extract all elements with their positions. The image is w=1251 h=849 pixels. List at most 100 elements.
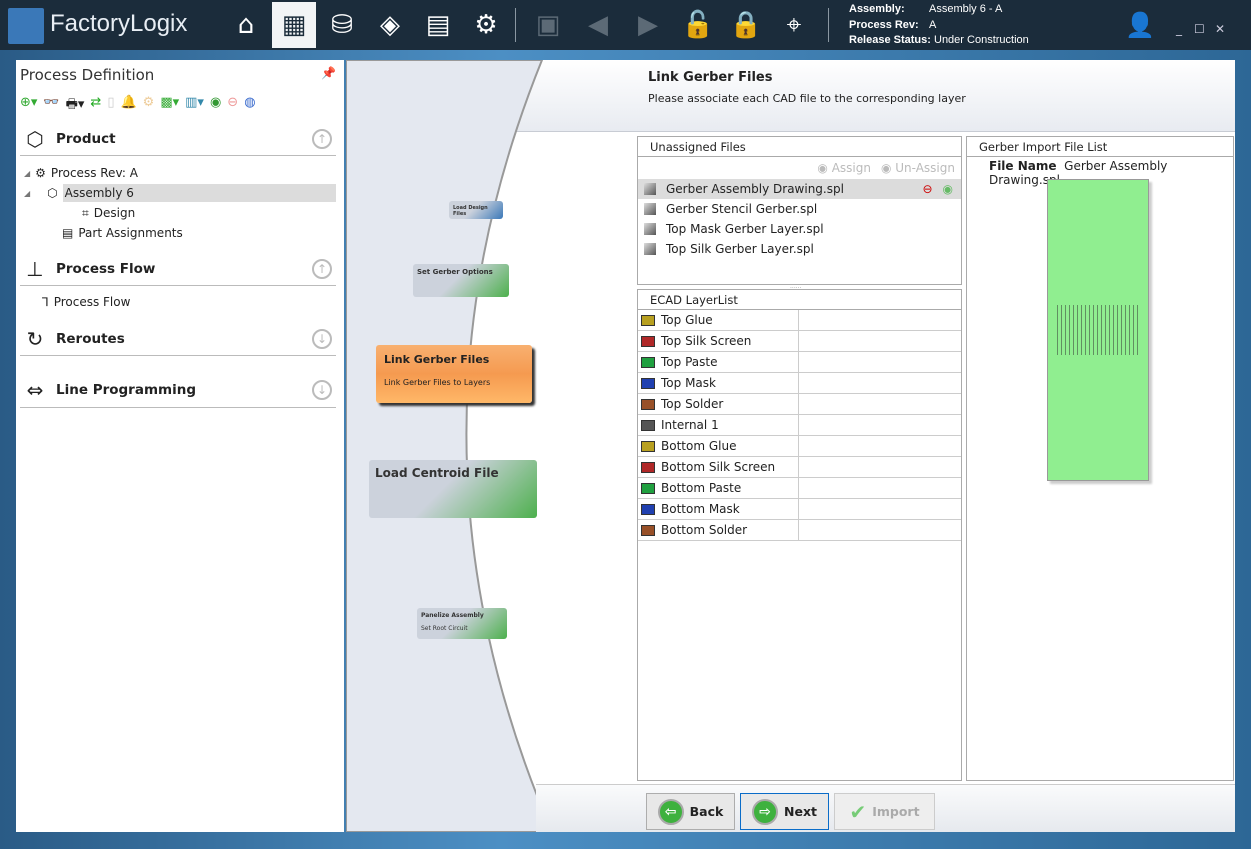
- step-title: Load Centroid File: [375, 466, 499, 480]
- unassign-button[interactable]: ◉ Un-Assign: [880, 161, 955, 175]
- add-icon[interactable]: ⊕▾: [20, 95, 38, 110]
- step-load-design-files[interactable]: Load Design Files: [449, 201, 503, 219]
- step-panelize-assembly[interactable]: Panelize Assembly Set Root Circuit: [417, 608, 507, 639]
- assigned-file-cell[interactable]: [799, 478, 961, 498]
- assigned-file-cell[interactable]: [799, 520, 961, 540]
- layer-row[interactable]: Top Mask: [638, 373, 961, 394]
- file-name: Top Silk Gerber Layer.spl: [666, 242, 814, 256]
- layer-row[interactable]: Bottom Silk Screen: [638, 457, 961, 478]
- layer-row[interactable]: Top Solder: [638, 394, 961, 415]
- process-definition-icon[interactable]: ▦: [272, 2, 316, 48]
- tree-item-process-rev[interactable]: ◢ ⚙ Process Rev: A: [24, 166, 138, 180]
- tree-item-design[interactable]: ⌗ Design: [24, 203, 336, 223]
- assigned-file-cell[interactable]: [799, 331, 961, 351]
- pin-icon[interactable]: 📌: [321, 66, 336, 80]
- layer-list: Top Glue Top Silk Screen Top Paste Top Mask…: [638, 310, 961, 541]
- layer-row[interactable]: Internal 1: [638, 415, 961, 436]
- tree-label: Process Rev: A: [50, 166, 138, 180]
- assigned-file-cell[interactable]: [799, 394, 961, 414]
- refresh-icon[interactable]: ◉: [209, 95, 222, 110]
- panel-header: Unassigned Files: [638, 137, 961, 157]
- file-icon: [644, 203, 656, 215]
- step-set-gerber-options[interactable]: Set Gerber Options: [413, 264, 509, 297]
- search-tree-icon[interactable]: ⌖: [786, 9, 802, 40]
- navigate-icon[interactable]: ◈: [380, 10, 400, 40]
- splitter-handle[interactable]: ······: [790, 285, 801, 292]
- next-button[interactable]: ⇨ Next: [740, 793, 829, 830]
- collapse-icon[interactable]: ↑: [312, 128, 332, 149]
- layer-name: Top Mask: [661, 376, 716, 390]
- file-item[interactable]: Gerber Stencil Gerber.spl: [638, 199, 961, 219]
- file-item[interactable]: Top Silk Gerber Layer.spl: [638, 239, 961, 259]
- tree-item-assembly[interactable]: ◢ ⬡ Assembly 6: [24, 183, 336, 203]
- arrows-icon: ⇔: [26, 377, 44, 402]
- step-link-gerber-files-current[interactable]: Link Gerber Files Link Gerber Files to L…: [376, 345, 532, 403]
- file-name-label: File Name: [989, 159, 1057, 173]
- assigned-file-cell[interactable]: [799, 415, 961, 435]
- binoculars-icon[interactable]: 👓: [43, 95, 60, 110]
- import-button[interactable]: ✔ Import: [834, 793, 935, 830]
- user-logout-icon[interactable]: 👤: [1125, 11, 1155, 39]
- remove-icon[interactable]: ⊖: [922, 182, 933, 196]
- unlock-icon[interactable]: 🔓: [681, 10, 715, 40]
- minimize-button[interactable]: _: [1176, 22, 1182, 36]
- assigned-file-cell[interactable]: [799, 310, 961, 330]
- export-icon[interactable]: ▩▾: [160, 95, 180, 110]
- database-icon[interactable]: ⛁: [331, 10, 353, 40]
- section-reroutes[interactable]: ↻ Reroutes ↓: [20, 322, 336, 356]
- file-item[interactable]: Top Mask Gerber Layer.spl: [638, 219, 961, 239]
- assign-button[interactable]: ◉ Assign: [817, 161, 871, 175]
- collapse-icon[interactable]: ↑: [312, 258, 332, 279]
- arrow-left-icon: ⇦: [657, 798, 684, 825]
- remove-icon[interactable]: ⊖: [227, 95, 239, 110]
- layer-row[interactable]: Bottom Paste: [638, 478, 961, 499]
- assigned-file-cell[interactable]: [799, 499, 961, 519]
- import-icon[interactable]: ▥▾: [185, 95, 204, 110]
- assigned-file-cell[interactable]: [799, 436, 961, 456]
- document-icon[interactable]: ▯: [107, 95, 115, 110]
- expand-icon[interactable]: ↓: [312, 379, 332, 400]
- step-load-centroid-file[interactable]: Load Centroid File: [369, 460, 537, 518]
- expand-icon[interactable]: ↓: [312, 328, 332, 349]
- section-line-programming[interactable]: ⇔ Line Programming ↓: [20, 372, 336, 408]
- section-process-flow[interactable]: ⊥ Process Flow ↑: [20, 252, 336, 286]
- gear-icon[interactable]: ⚙: [142, 95, 155, 110]
- section-product[interactable]: ⬡ Product ↑: [20, 122, 336, 156]
- step-title: Set Gerber Options: [417, 268, 493, 276]
- forward-icon[interactable]: ▶: [638, 10, 658, 40]
- forms-icon[interactable]: ▤: [425, 10, 451, 40]
- settings-icon[interactable]: ⚙: [474, 10, 498, 40]
- back-button[interactable]: ⇦ Back: [646, 793, 735, 830]
- assigned-file-cell[interactable]: [799, 457, 961, 477]
- save-icon[interactable]: ▣: [535, 10, 561, 40]
- pause-icon[interactable]: ◍: [244, 95, 256, 110]
- layer-color-icon: [641, 503, 655, 515]
- assign-down-icon[interactable]: ◉: [942, 182, 953, 196]
- unassigned-files-panel: Unassigned Files ◉ Assign ◉ Un-Assign Ge…: [637, 136, 962, 285]
- home-icon[interactable]: ⌂: [237, 10, 255, 40]
- maximize-button[interactable]: ☐: [1194, 22, 1205, 36]
- step-desc: Set Root Circuit: [421, 625, 468, 632]
- tree-label: Part Assignments: [78, 226, 183, 240]
- layer-row[interactable]: Top Silk Screen: [638, 331, 961, 352]
- assigned-file-cell[interactable]: [799, 352, 961, 372]
- tree-item-part-assignments[interactable]: ▤ Part Assignments: [24, 223, 336, 243]
- layer-row[interactable]: Top Paste: [638, 352, 961, 373]
- back-icon[interactable]: ◀: [588, 10, 608, 40]
- tree-item-process-flow[interactable]: ⅂ Process Flow: [42, 292, 130, 312]
- close-button[interactable]: ✕: [1215, 22, 1226, 36]
- layer-row[interactable]: Bottom Glue: [638, 436, 961, 457]
- ecad-layer-list-panel: ECAD LayerList Top Glue Top Silk Screen To…: [637, 289, 962, 781]
- assigned-file-cell[interactable]: [799, 373, 961, 393]
- print-icon[interactable]: 🖶▾: [65, 97, 85, 112]
- bell-icon[interactable]: 🔔: [120, 95, 137, 110]
- shuffle-icon[interactable]: ⇄: [90, 95, 102, 110]
- layer-name: Bottom Paste: [661, 481, 742, 495]
- status-label: Release Status:: [849, 34, 931, 46]
- layer-row[interactable]: Bottom Solder: [638, 520, 961, 541]
- layer-row[interactable]: Top Glue: [638, 310, 961, 331]
- file-item[interactable]: Gerber Assembly Drawing.spl ⊖ ◉: [638, 179, 961, 199]
- layer-row[interactable]: Bottom Mask: [638, 499, 961, 520]
- tree-label: Design: [93, 206, 136, 220]
- lock-icon[interactable]: 🔒: [729, 10, 763, 40]
